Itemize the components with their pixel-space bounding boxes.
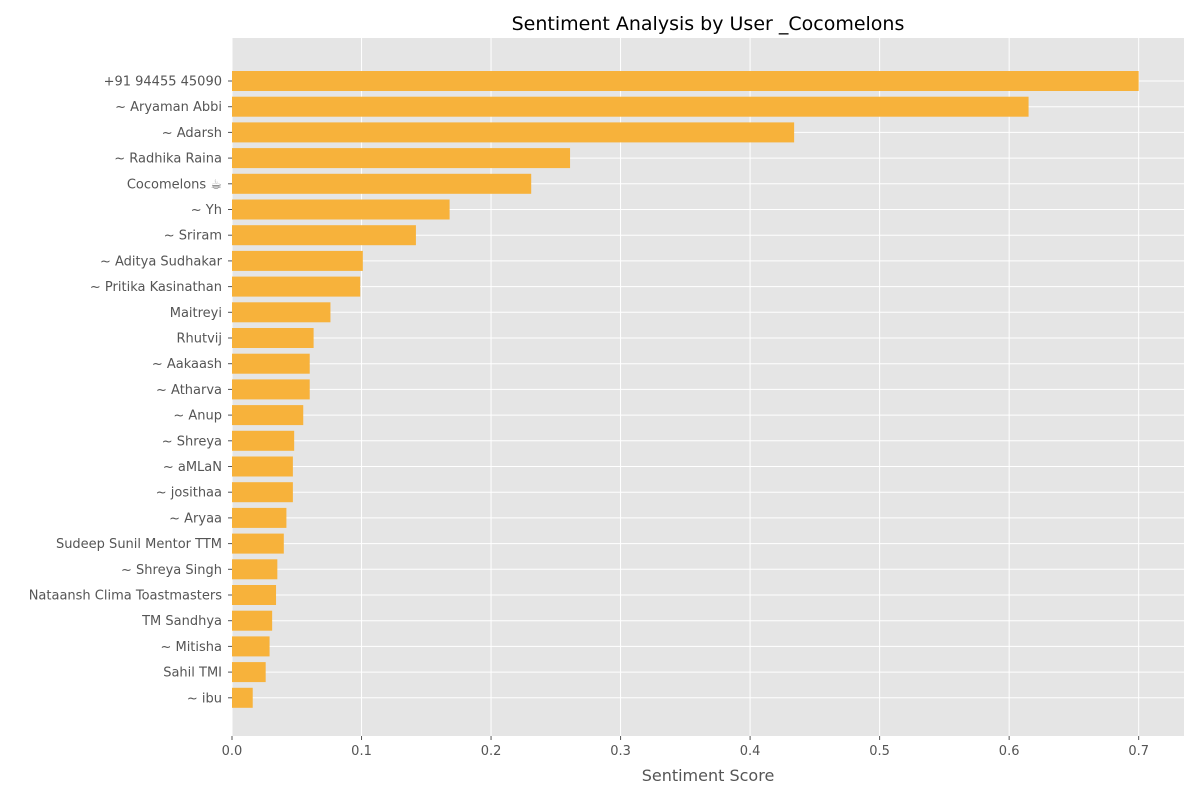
bar [232,353,310,374]
y-tick-label: ~ Radhika Raina [114,152,222,167]
bar [232,456,293,477]
x-tick-label: 0.7 [1128,744,1149,759]
chart-title: Sentiment Analysis by User _Cocomelons [512,13,905,35]
y-tick-label: ~ josithaa [156,486,222,501]
bar [232,533,284,554]
y-tick-label: Sahil TMI [163,666,222,681]
bar [232,173,532,194]
y-tick-label: ~ Shreya [162,434,222,449]
x-tick-label: 0.5 [869,744,890,759]
bars-group [232,71,1139,708]
x-tick-label: 0.4 [740,744,761,759]
x-tick-label: 0.3 [610,744,631,759]
bar [232,379,310,400]
x-tick-label: 0.6 [999,744,1020,759]
x-axis-title: Sentiment Score [642,766,775,785]
y-tick-label: Rhutvij [176,332,222,347]
y-tick-label: ~ aMLaN [163,460,222,475]
bar [232,507,287,528]
y-tick-label: ~ Aakaash [152,357,222,372]
y-tick-labels: +91 94455 45090 ~ Aryaman Abbi ~ Adarsh ~ R… [29,75,232,706]
y-tick-label: Maitreyi [170,306,222,321]
bar [232,199,450,220]
y-tick-label: Cocomelons ☕ [127,177,222,192]
y-tick-label: ~ Mitisha [160,640,222,655]
bar [232,585,277,605]
plot-area [232,38,1184,736]
y-tick-label: ~ Aryaa [169,511,222,526]
bar [232,687,253,708]
y-tick-label: ~ Aditya Sudhakar [100,254,223,269]
bar [232,610,273,631]
y-tick-label: ~ Shreya Singh [121,563,222,578]
bar [232,559,278,580]
bar [232,225,416,246]
y-tick-label: ~ Yh [191,203,222,218]
y-tick-label: Nataansh Clima Toastmasters [29,589,223,604]
y-tick-label: ~ Pritika Kasinathan [90,280,222,295]
bar [232,636,270,657]
y-tick-label: ~ Sriram [164,229,222,244]
bar [232,328,314,348]
bar [232,405,304,426]
bar [232,276,361,297]
y-tick-label: ~ ibu [187,691,222,706]
bar [232,662,266,683]
y-tick-label: ~ Adarsh [162,126,222,141]
bar [232,122,795,143]
bar [232,482,293,503]
y-tick-label: ~ Atharva [156,383,222,398]
x-tick-label: 0.0 [222,744,243,759]
bar [232,96,1029,117]
x-tick-labels: 0.0 0.1 0.2 0.3 0.4 0.5 0.6 0.7 [222,736,1149,759]
bar [232,250,363,271]
bar [232,71,1139,91]
x-tick-label: 0.1 [351,744,372,759]
y-tick-label: ~ Aryaman Abbi [115,100,222,115]
y-tick-label: Sudeep Sunil Mentor TTM [56,537,222,552]
bar [232,430,295,451]
x-tick-label: 0.2 [481,744,502,759]
y-tick-label: TM Sandhya [141,614,222,629]
bar [232,148,571,169]
y-tick-label: +91 94455 45090 [104,75,222,90]
bar [232,302,331,323]
y-tick-label: ~ Anup [173,409,222,424]
